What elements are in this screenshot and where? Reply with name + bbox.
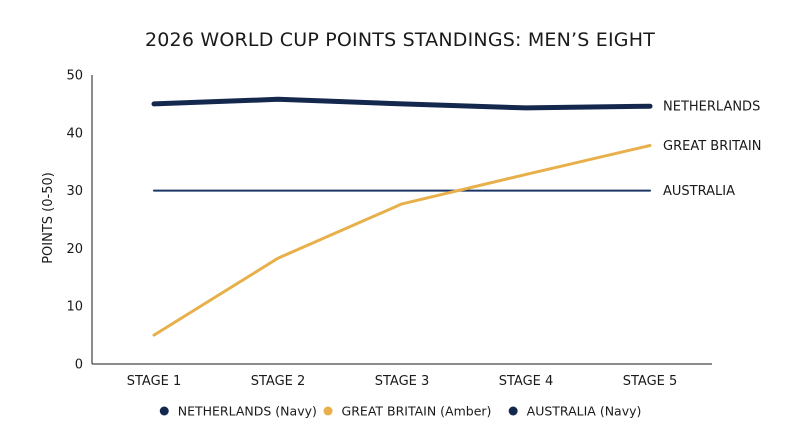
legend-label-netherlands: NETHERLANDS (Navy) [178,404,317,419]
axes: 0 10 20 30 40 50 STAGE 1 STAGE 2 STAGE 3 STAGE 4 S… [66,69,712,389]
series-end-label-netherlands: NETHERLANDS [663,100,760,115]
y-tick-label: 30 [66,184,83,199]
series-line-netherlands [151,96,653,111]
y-axis-label: POINTS (0-50) [41,172,56,264]
x-tick-label: STAGE 2 [251,374,306,389]
series-end-label-australia: AUSTRALIA [663,184,735,199]
legend-dot-great-britain [323,406,333,416]
y-tick-label: 50 [66,69,83,84]
legend-label-australia: AUSTRALIA (Navy) [527,404,642,419]
legend-dot-australia [508,406,518,416]
x-tick-label: STAGE 4 [499,374,554,389]
y-tick-label: 20 [66,242,83,257]
y-tick-label: 40 [66,126,83,141]
x-tick-label: STAGE 3 [375,374,430,389]
chart-title: 2026 WORLD CUP POINTS STANDINGS: MEN’S E… [145,29,655,51]
y-tick-label: 10 [66,300,83,315]
series-line-great-britain [152,144,652,337]
legend-label-great-britain: GREAT BRITAIN (Amber) [342,404,492,419]
x-tick-label: STAGE 5 [623,374,678,389]
legend-dot-netherlands [159,406,169,416]
series-end-label-great-britain: GREAT BRITAIN [663,139,761,154]
series-end-labels: NETHERLANDS GREAT BRITAIN AUSTRALIA [663,100,761,199]
series-lines [151,96,653,337]
y-tick-label: 0 [75,358,83,373]
x-tick-label: STAGE 1 [127,374,182,389]
legend: NETHERLANDS (Navy) GREAT BRITAIN (Amber) A… [159,404,642,419]
